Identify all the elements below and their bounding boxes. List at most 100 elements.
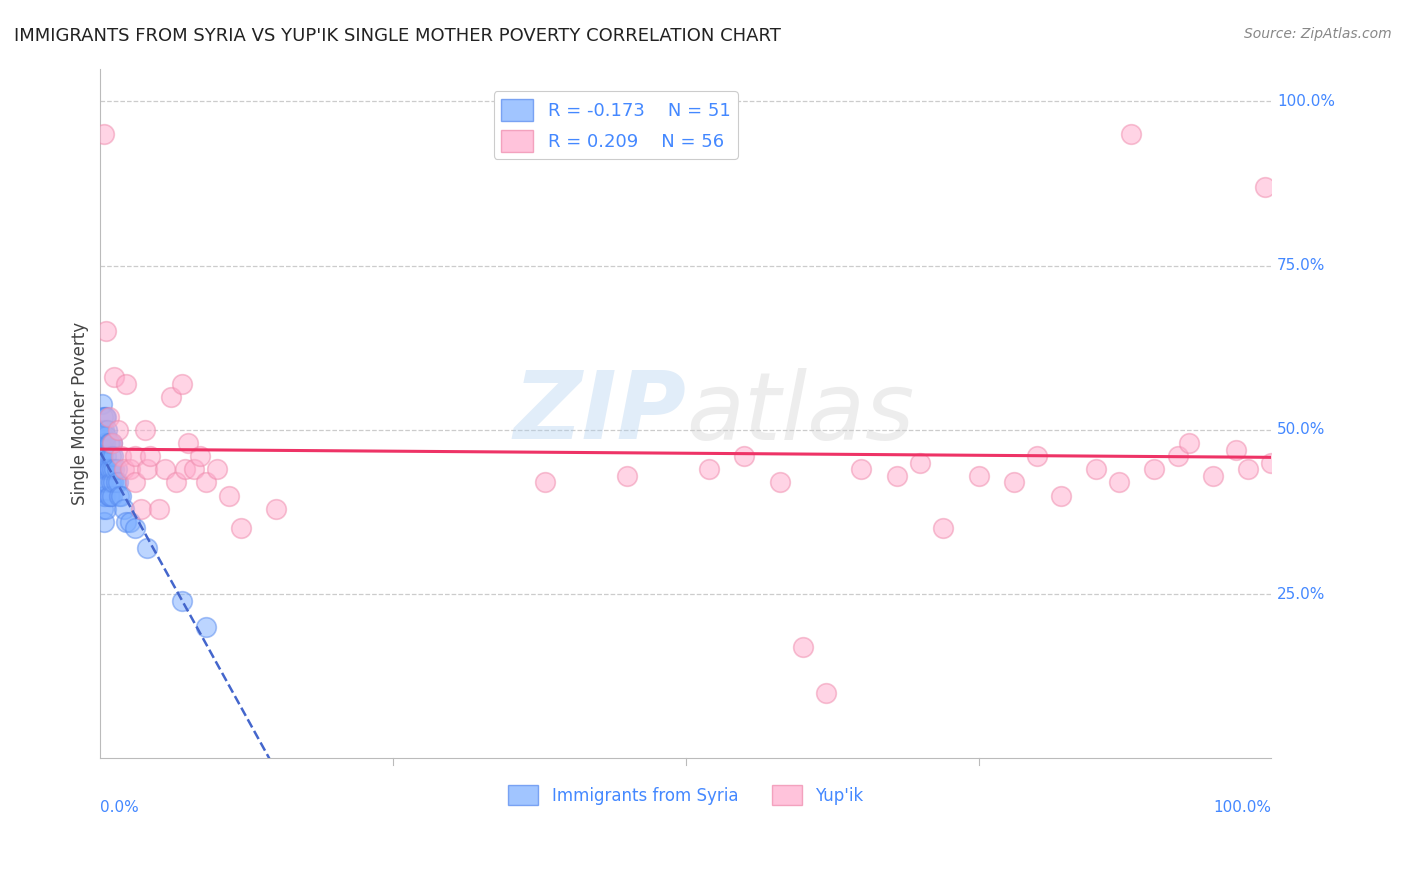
Point: [101, 436, 124, 450]
Point: [194, 620, 217, 634]
Point: [91, 501, 114, 516]
Point: [107, 423, 129, 437]
Point: [153, 462, 176, 476]
Point: [107, 475, 129, 490]
Point: [1167, 449, 1189, 463]
Point: [94, 462, 117, 476]
Point: [136, 541, 159, 555]
Point: [110, 489, 132, 503]
Point: [1108, 475, 1130, 490]
Point: [96, 324, 118, 338]
Point: [967, 468, 990, 483]
Point: [97, 489, 120, 503]
Point: [112, 462, 135, 476]
Point: [118, 462, 141, 476]
Point: [98, 489, 121, 503]
Point: [138, 449, 160, 463]
Point: [1084, 462, 1107, 476]
Point: [105, 462, 128, 476]
Point: [172, 376, 194, 391]
Point: [1254, 179, 1277, 194]
Point: [1178, 436, 1201, 450]
Point: [104, 475, 127, 490]
Point: [115, 515, 138, 529]
Point: [697, 462, 720, 476]
Point: [1002, 475, 1025, 490]
Point: [124, 475, 146, 490]
Point: [91, 475, 114, 490]
Point: [96, 423, 118, 437]
Point: [93, 489, 115, 503]
Point: [908, 456, 931, 470]
Point: [96, 475, 118, 490]
Point: [1225, 442, 1247, 457]
Point: [159, 390, 181, 404]
Point: [91, 429, 114, 443]
Point: [616, 468, 638, 483]
Point: [103, 370, 125, 384]
Point: [173, 462, 195, 476]
Point: [118, 515, 141, 529]
Point: [148, 501, 170, 516]
Point: [792, 640, 814, 654]
Point: [96, 501, 118, 516]
Point: [1260, 456, 1282, 470]
Text: 100.0%: 100.0%: [1277, 94, 1336, 109]
Point: [93, 462, 115, 476]
Point: [131, 501, 153, 516]
Point: [90, 449, 112, 463]
Point: [96, 409, 118, 424]
Point: [110, 449, 132, 463]
Point: [115, 376, 138, 391]
Point: [112, 501, 135, 516]
Point: [172, 593, 194, 607]
Point: [103, 449, 125, 463]
Point: [98, 436, 121, 450]
Point: [97, 436, 120, 450]
Point: [218, 489, 240, 503]
Point: [103, 462, 125, 476]
Point: [101, 436, 124, 450]
Point: [534, 475, 557, 490]
Point: [134, 423, 156, 437]
Point: [229, 521, 252, 535]
Y-axis label: Single Mother Poverty: Single Mother Poverty: [72, 322, 89, 505]
Text: 0.0%: 0.0%: [100, 800, 139, 814]
Point: [90, 396, 112, 410]
Point: [124, 449, 146, 463]
Point: [91, 409, 114, 424]
Legend: Immigrants from Syria, Yup'ik: Immigrants from Syria, Yup'ik: [502, 779, 870, 812]
Point: [93, 127, 115, 141]
Point: [1119, 127, 1142, 141]
Point: [96, 462, 118, 476]
Point: [97, 409, 120, 424]
Point: [264, 501, 287, 516]
Point: [98, 462, 121, 476]
Point: [93, 423, 115, 437]
Point: [1049, 489, 1071, 503]
Point: [1202, 468, 1225, 483]
Point: [94, 489, 117, 503]
Point: [101, 462, 124, 476]
Text: ZIP: ZIP: [513, 368, 686, 459]
Point: [90, 475, 112, 490]
Point: [932, 521, 955, 535]
Point: [101, 489, 124, 503]
Point: [136, 462, 159, 476]
Point: [207, 462, 229, 476]
Point: [97, 462, 120, 476]
Point: [188, 449, 211, 463]
Point: [90, 423, 112, 437]
Point: [100, 449, 122, 463]
Point: [108, 489, 131, 503]
Point: [100, 475, 122, 490]
Text: 50.0%: 50.0%: [1277, 422, 1326, 437]
Point: [194, 475, 217, 490]
Point: [1143, 462, 1166, 476]
Text: IMMIGRANTS FROM SYRIA VS YUP'IK SINGLE MOTHER POVERTY CORRELATION CHART: IMMIGRANTS FROM SYRIA VS YUP'IK SINGLE M…: [14, 27, 780, 45]
Point: [94, 409, 117, 424]
Point: [177, 436, 200, 450]
Point: [96, 429, 118, 443]
Text: Source: ZipAtlas.com: Source: ZipAtlas.com: [1244, 27, 1392, 41]
Point: [91, 449, 114, 463]
